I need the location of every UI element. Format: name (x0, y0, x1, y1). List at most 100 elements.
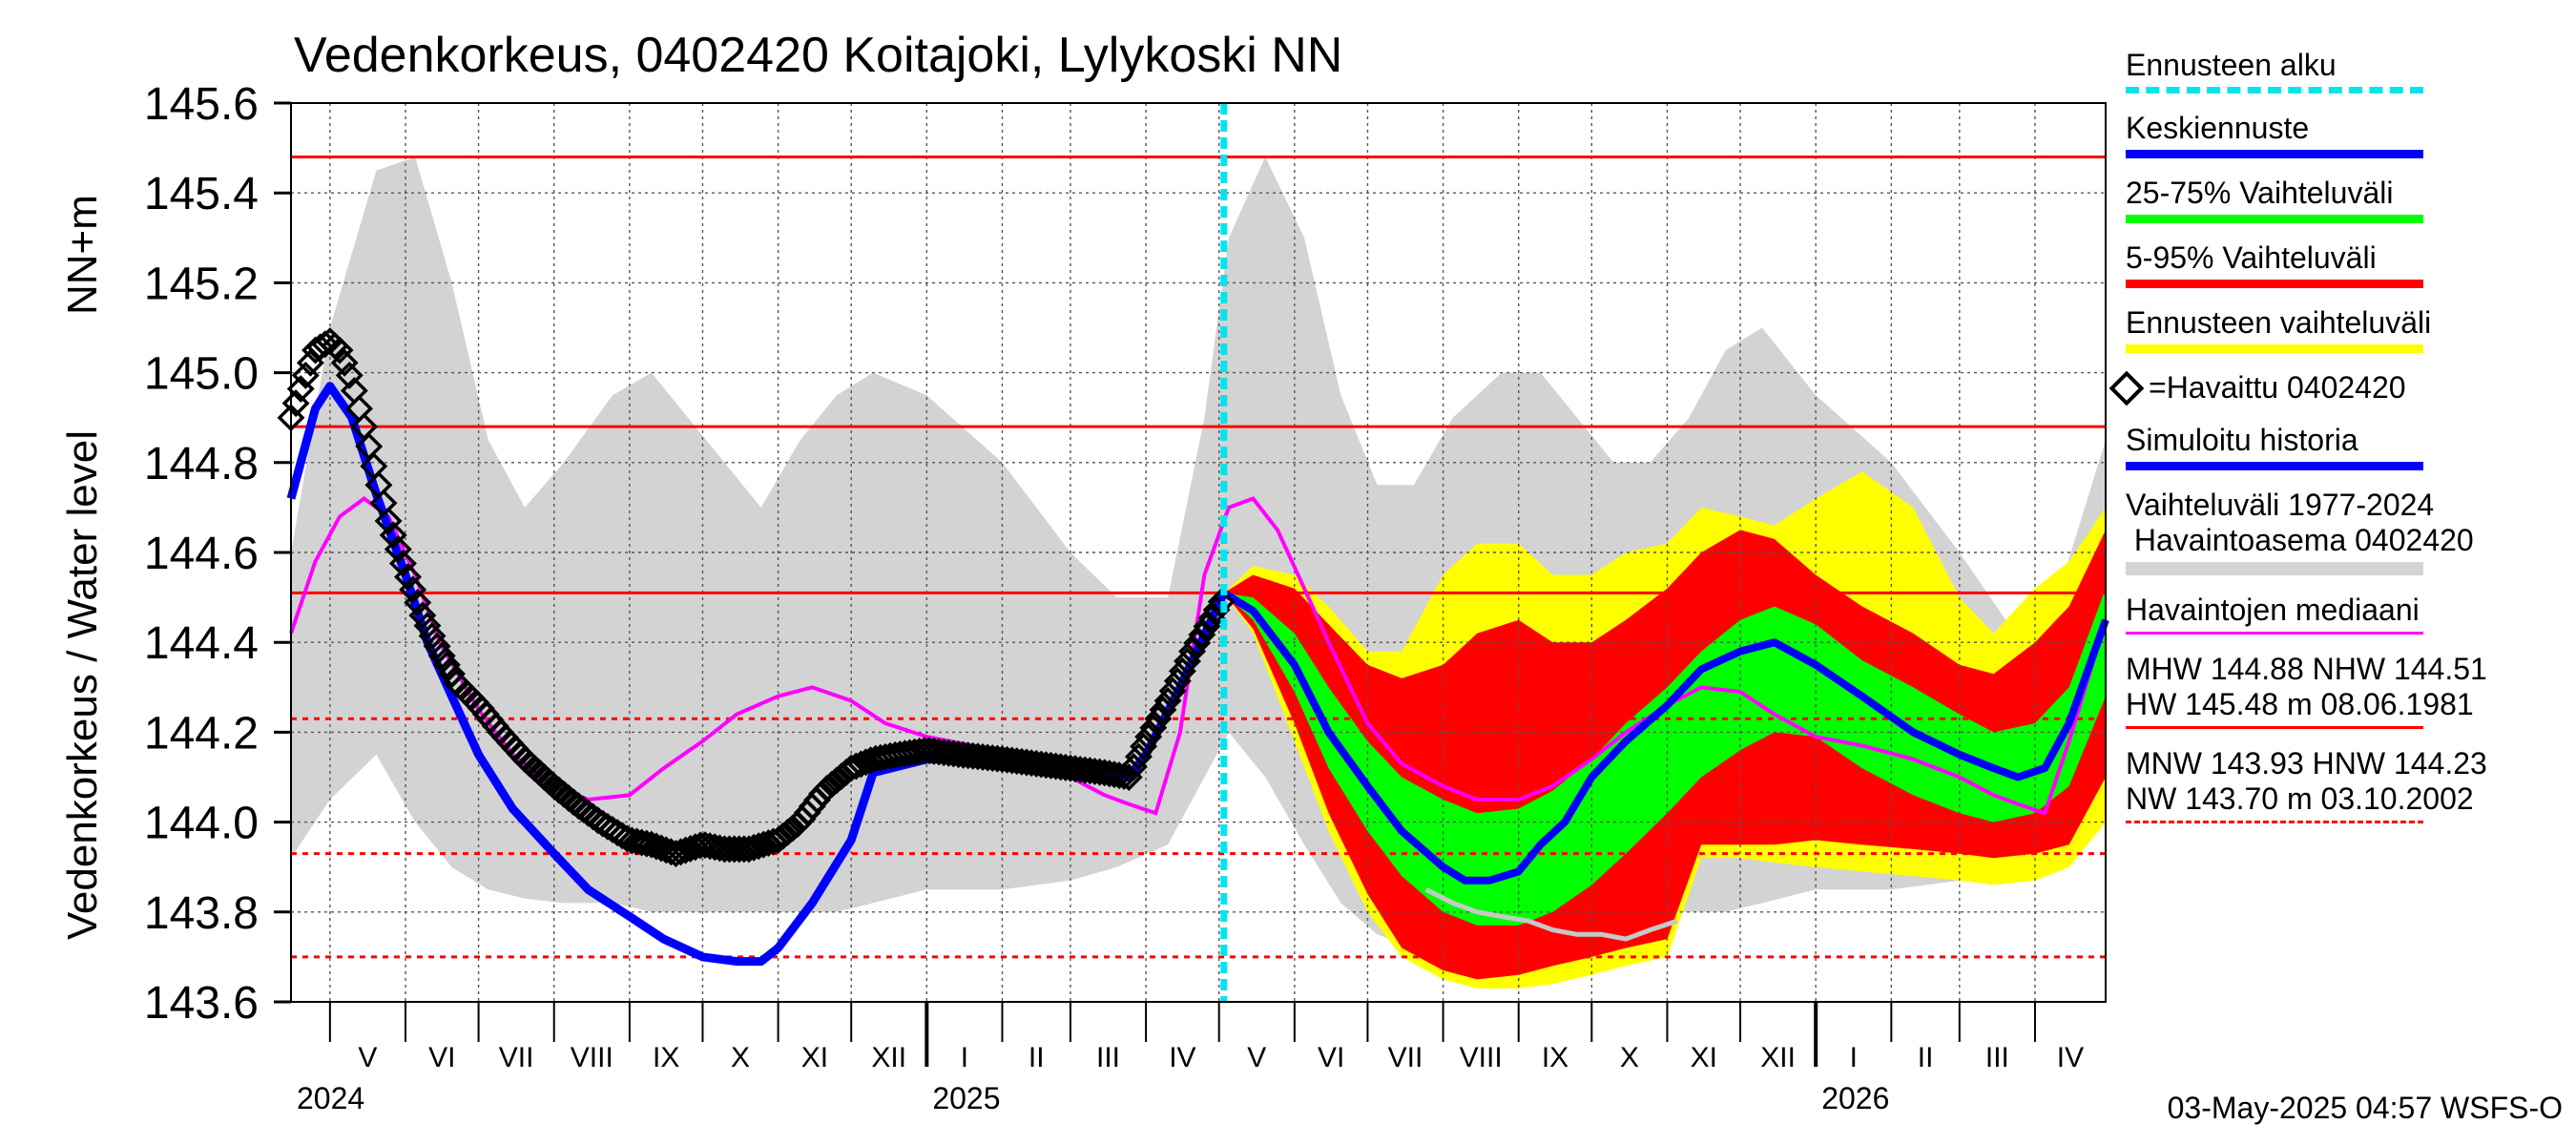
observed-point (1110, 762, 1138, 791)
month-label: IX (653, 1042, 679, 1073)
year-label: 2026 (1821, 1081, 1889, 1115)
y-tick-label: 145.2 (144, 259, 259, 309)
observed-point (1130, 732, 1158, 760)
y-tick-label: 145.4 (144, 169, 259, 219)
month-label: I (961, 1042, 968, 1073)
legend-swatch (2126, 462, 2423, 470)
observed-point (628, 828, 656, 857)
observed-point (1207, 587, 1236, 615)
legend-swatch (2126, 215, 2423, 223)
month-label: VII (499, 1042, 534, 1073)
observed-point (1139, 714, 1168, 742)
stats-label: NW 143.70 m 03.10.2002 (2126, 781, 2474, 816)
forecast-25-75-band (1223, 588, 2106, 926)
observed-point (1168, 656, 1196, 685)
observed-point (1178, 637, 1207, 666)
legend-swatch (2126, 150, 2423, 158)
month-label: X (1620, 1042, 1639, 1073)
month-label: VIII (1460, 1042, 1503, 1073)
stats-label: MHW 144.88 NHW 144.51 (2126, 652, 2487, 686)
observed-point (1144, 704, 1173, 733)
y-tick-label: 144.2 (144, 708, 259, 759)
observed-point (374, 507, 403, 535)
legend-label: Vaihteluväli 1977-2024 (2126, 488, 2435, 522)
month-label: VIII (571, 1042, 613, 1073)
legend: Ennusteen alku Keskiennuste 25-75% Vaihtel… (2109, 48, 2565, 841)
observed-point (661, 840, 690, 868)
legend-swatch (2126, 280, 2423, 288)
month-label: IV (2057, 1042, 2084, 1073)
legend-label: Simuloitu historia (2126, 423, 2358, 457)
month-label: VI (1318, 1042, 1344, 1073)
month-label: V (358, 1042, 377, 1073)
observed-point (388, 549, 417, 577)
month-label: III (1985, 1042, 2009, 1073)
month-label: V (1247, 1042, 1266, 1073)
month-label: XI (801, 1042, 828, 1073)
month-label: IV (1169, 1042, 1195, 1073)
stats-swatch (2126, 726, 2423, 729)
legend-label: Keskiennuste (2126, 111, 2310, 145)
month-label: II (1028, 1042, 1045, 1073)
legend-label: Havaintojen mediaani (2126, 593, 2420, 627)
observed-point (846, 750, 875, 779)
observed-point (1188, 620, 1216, 649)
observed-point (325, 336, 354, 364)
observed-point (633, 829, 661, 858)
observed-point (418, 621, 447, 650)
legend-item: Ennusteen vaihteluväli (2126, 305, 2565, 353)
legend-stats-block: MHW 144.88 NHW 144.51 HW 145.48 m 08.06.1… (2126, 652, 2565, 729)
legend-item: Vaihteluväli 1977-2024 Havaintoasema 040… (2126, 488, 2565, 575)
observed-point (1163, 667, 1192, 696)
month-label: VII (1388, 1042, 1423, 1073)
observed-point (1134, 722, 1163, 751)
observed-point (1158, 677, 1187, 705)
month-label: II (1918, 1042, 1934, 1073)
observed-point (330, 348, 359, 377)
year-label: 2024 (297, 1081, 364, 1115)
stats-swatch (2126, 821, 2423, 823)
stats-label: HW 145.48 m 08.06.1981 (2126, 687, 2474, 721)
legend-label: Ennusteen alku (2126, 48, 2337, 82)
observed-point (1197, 604, 1226, 633)
observed-point (667, 838, 695, 866)
observed-point (394, 563, 423, 592)
observed-point (1149, 696, 1177, 724)
y-tick-label: 144.4 (144, 618, 259, 669)
legend-stats-block: MNW 143.93 HNW 144.23 NW 143.70 m 03.10.2… (2126, 746, 2565, 823)
legend-label: 25-75% Vaihteluväli (2126, 176, 2394, 210)
observed-point (744, 832, 773, 861)
observed-point (1153, 686, 1182, 715)
legend-item: Ennusteen alku (2126, 48, 2565, 94)
y-tick-label: 143.8 (144, 888, 259, 939)
legend-label: Havaintoasema 0402420 (2126, 523, 2474, 557)
observed-point (1193, 613, 1221, 641)
observed-point (379, 521, 407, 550)
observed-point (1183, 629, 1212, 657)
observed-point (735, 835, 763, 864)
observed-point (808, 780, 837, 808)
y-tick-label: 144.8 (144, 439, 259, 489)
legend-label: =Havaittu 0402420 (2149, 370, 2406, 405)
month-label: XII (871, 1042, 906, 1073)
observed-point (408, 601, 437, 630)
observed-point (739, 833, 768, 862)
legend-swatch (2126, 87, 2423, 94)
legend-swatch (2126, 344, 2423, 353)
legend-swatch (2126, 562, 2423, 575)
month-label: III (1096, 1042, 1120, 1073)
chart-title: Vedenkorkeus, 0402420 Koitajoki, Lylykos… (294, 28, 1343, 83)
legend-item: Simuloitu historia (2126, 423, 2565, 470)
legend-label: 5-95% Vaihteluväli (2126, 240, 2377, 275)
simulated-history-future-line (1424, 887, 1678, 942)
observed-point (404, 589, 432, 616)
observed-point (432, 651, 461, 679)
y-tick-label: 144.6 (144, 529, 259, 579)
y-tick-label: 145.6 (144, 79, 259, 130)
observed-point (613, 824, 641, 853)
legend-item: Keskiennuste (2126, 111, 2565, 158)
observed-point (384, 535, 412, 564)
legend-item: =Havaittu 0402420 (2109, 370, 2565, 406)
y-tick-label: 143.6 (144, 978, 259, 1029)
